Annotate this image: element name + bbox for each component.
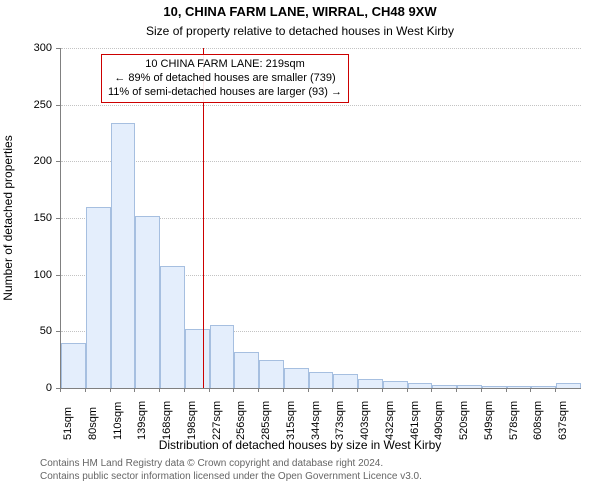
- chart-title: 10, CHINA FARM LANE, WIRRAL, CH48 9XW: [0, 4, 600, 19]
- xtick-label: 608sqm: [532, 401, 544, 440]
- gridline: [61, 105, 581, 106]
- xtick-mark: [357, 388, 358, 392]
- xtick-mark: [110, 388, 111, 392]
- xtick-label: 578sqm: [508, 401, 520, 440]
- xtick-mark: [456, 388, 457, 392]
- footnote: Contains HM Land Registry data © Crown c…: [40, 458, 540, 483]
- xtick-label: 227sqm: [211, 401, 223, 440]
- xtick-label: 198sqm: [186, 401, 198, 440]
- xtick-mark: [506, 388, 507, 392]
- bar: [185, 329, 210, 388]
- plot-area: 10 CHINA FARM LANE: 219sqm← 89% of detac…: [60, 48, 581, 389]
- bar: [333, 374, 358, 388]
- gridline: [61, 48, 581, 49]
- xtick-mark: [184, 388, 185, 392]
- xtick-label: 461sqm: [409, 401, 421, 440]
- bar: [309, 372, 334, 388]
- xtick-mark: [60, 388, 61, 392]
- ytick-label: 0: [12, 382, 52, 394]
- y-axis-ticks: 050100150200250300: [0, 48, 56, 388]
- xtick-mark: [283, 388, 284, 392]
- xtick-label: 490sqm: [433, 401, 445, 440]
- xtick-label: 344sqm: [310, 401, 322, 440]
- xtick-label: 80sqm: [87, 407, 99, 440]
- bar: [259, 360, 284, 388]
- xtick-mark: [481, 388, 482, 392]
- xtick-mark: [85, 388, 86, 392]
- bar: [160, 266, 185, 388]
- xtick-label: 256sqm: [235, 401, 247, 440]
- bar: [234, 352, 259, 388]
- xtick-mark: [555, 388, 556, 392]
- xtick-label: 520sqm: [458, 401, 470, 440]
- bar: [284, 368, 309, 388]
- ytick-label: 100: [12, 269, 52, 281]
- footnote-line1: Contains HM Land Registry data © Crown c…: [40, 458, 540, 471]
- annotation-line: ← 89% of detached houses are smaller (73…: [108, 72, 342, 86]
- footnote-line2: Contains public sector information licen…: [40, 471, 540, 484]
- annotation-box: 10 CHINA FARM LANE: 219sqm← 89% of detac…: [101, 54, 349, 103]
- bar: [86, 207, 111, 388]
- bar: [61, 343, 86, 388]
- chart-subtitle: Size of property relative to detached ho…: [0, 24, 600, 38]
- xtick-mark: [209, 388, 210, 392]
- bar: [210, 325, 235, 388]
- bar: [383, 381, 408, 388]
- xtick-mark: [431, 388, 432, 392]
- chart-container: { "chart": { "type": "histogram", "title…: [0, 0, 600, 500]
- annotation-line: 11% of semi-detached houses are larger (…: [108, 86, 342, 100]
- xtick-mark: [233, 388, 234, 392]
- xtick-label: 315sqm: [285, 401, 297, 440]
- xtick-mark: [530, 388, 531, 392]
- xtick-label: 549sqm: [483, 401, 495, 440]
- xtick-label: 285sqm: [260, 401, 272, 440]
- xtick-mark: [159, 388, 160, 392]
- ytick-label: 150: [12, 212, 52, 224]
- ytick-label: 300: [12, 42, 52, 54]
- bar: [135, 216, 160, 388]
- xtick-mark: [332, 388, 333, 392]
- xtick-mark: [382, 388, 383, 392]
- xtick-label: 139sqm: [136, 401, 148, 440]
- xtick-mark: [308, 388, 309, 392]
- xtick-mark: [407, 388, 408, 392]
- xtick-mark: [258, 388, 259, 392]
- ytick-label: 50: [12, 325, 52, 337]
- ytick-label: 250: [12, 99, 52, 111]
- gridline: [61, 161, 581, 162]
- x-axis-label: Distribution of detached houses by size …: [0, 438, 600, 452]
- xtick-label: 110sqm: [112, 402, 124, 440]
- xtick-label: 168sqm: [161, 401, 173, 440]
- bar: [358, 379, 383, 388]
- xtick-label: 432sqm: [384, 401, 396, 440]
- xtick-mark: [134, 388, 135, 392]
- ytick-label: 200: [12, 155, 52, 167]
- xtick-label: 637sqm: [557, 401, 569, 440]
- annotation-line: 10 CHINA FARM LANE: 219sqm: [108, 58, 342, 72]
- bar: [111, 123, 136, 388]
- xtick-label: 403sqm: [359, 401, 371, 440]
- xtick-label: 373sqm: [334, 401, 346, 440]
- xtick-label: 51sqm: [62, 407, 74, 440]
